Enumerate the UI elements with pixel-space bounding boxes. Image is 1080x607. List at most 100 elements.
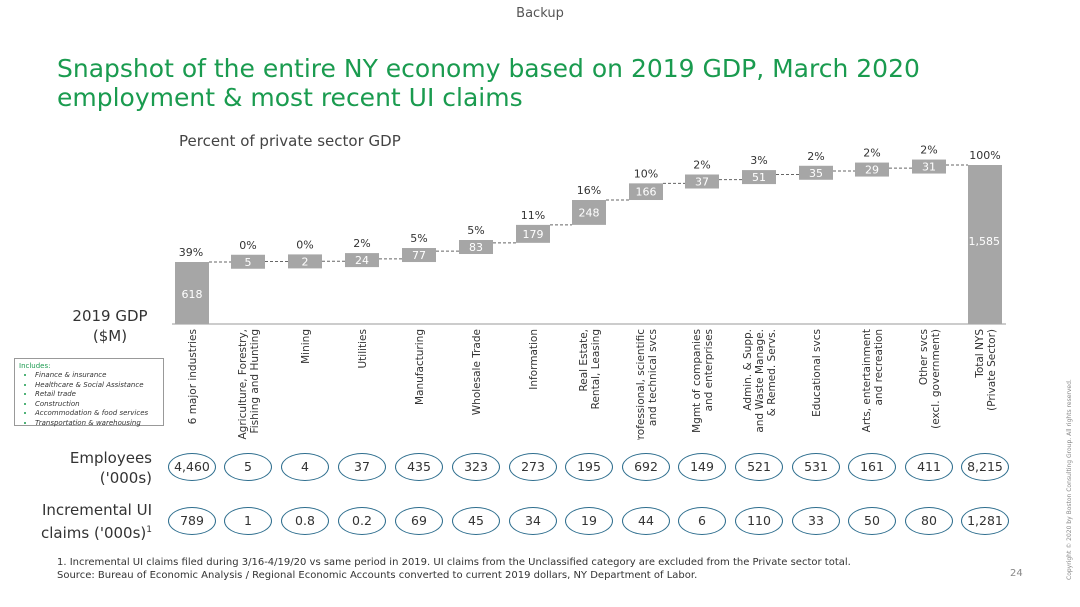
employees-value: 195 (565, 453, 613, 481)
bar-percent-label: 5% (410, 232, 427, 245)
bar (855, 162, 889, 177)
category-label: and Waste Manage. (754, 329, 766, 433)
ui-claims-value: 19 (565, 507, 613, 535)
bar (572, 200, 606, 225)
bar (799, 165, 833, 180)
bar-value-label: 35 (809, 167, 823, 180)
bar-percent-label: 0% (296, 238, 313, 251)
bar (231, 254, 265, 269)
footnote-line1: 1. Incremental UI claims filed during 3/… (57, 557, 851, 568)
footnote-source: Source: Bureau of Economic Analysis / Re… (57, 570, 698, 581)
bar-percent-label: 2% (693, 159, 710, 172)
bar-value-label: 166 (636, 186, 657, 199)
ui-claims-value: 6 (678, 507, 726, 535)
category-label: and enterprises (703, 329, 715, 411)
bar-percent-label: 2% (807, 150, 824, 163)
ui-claims-value: 1,281 (961, 507, 1009, 535)
category-label: Wholesale Trade (471, 329, 483, 415)
bar-percent-label: 16% (577, 184, 601, 197)
category-label: and recreation (873, 329, 885, 406)
bar-value-label: 1,585 (969, 235, 1001, 248)
employees-value: 149 (678, 453, 726, 481)
category-label: Utilities (357, 329, 369, 369)
copyright-notice: Copyright © 2020 by Boston Consulting Gr… (1066, 379, 1073, 580)
bar-value-label: 618 (182, 288, 203, 301)
bar (345, 253, 379, 268)
bar-value-label: 31 (922, 161, 936, 174)
y-axis-label-line2: ($M) (92, 327, 128, 345)
category-label: Total NYS (974, 329, 986, 379)
ui-claims-value: 50 (848, 507, 896, 535)
bar-value-label: 2 (302, 255, 309, 268)
category-label: Admin. & Supp. (742, 329, 754, 411)
waterfall-chart: 618 39% 5 0% 2 0% 24 2% 77 5% 83 5% 179 11% 248 16% 166 1… (172, 144, 1006, 440)
category-label: Arts, entertainment (861, 329, 873, 432)
bar-value-label: 83 (469, 241, 483, 254)
employees-value: 4 (281, 453, 329, 481)
includes-box: Includes: Finance & insuranceHealthcare … (14, 358, 164, 428)
employees-value: 435 (395, 453, 443, 481)
bar (912, 159, 946, 174)
bar (288, 254, 322, 269)
bar (459, 240, 493, 255)
employees-value: 411 (905, 453, 953, 481)
category-label: and technical svcs (647, 329, 659, 426)
bar-percent-label: 3% (750, 154, 767, 167)
bar (175, 262, 209, 324)
ui-claims-value: 789 (168, 507, 216, 535)
bar-percent-label: 10% (634, 167, 658, 180)
ui-claims-value: 110 (735, 507, 783, 535)
category-label: Information (528, 329, 540, 390)
bar (742, 170, 776, 185)
employees-value: 8,215 (961, 453, 1009, 481)
bar (402, 248, 436, 263)
page-title: Snapshot of the entire NY economy based … (57, 54, 920, 112)
chart-subtitle: Percent of private sector GDP (179, 132, 401, 150)
employees-value: 323 (452, 453, 500, 481)
category-label: Rental, Leasing (590, 329, 602, 409)
ui-claims-value: 80 (905, 507, 953, 535)
includes-item: Accommodation & food services (35, 409, 159, 419)
bar-percent-label: 2% (863, 147, 880, 160)
category-label: 6 major industries (187, 329, 199, 424)
bar-value-label: 24 (355, 254, 369, 267)
bar-percent-label: 100% (969, 149, 1000, 162)
category-label: Real Estate, (578, 329, 590, 392)
ui-claims-label-line2: claims ('000s)1 (40, 520, 152, 543)
bar-value-label: 37 (695, 176, 709, 189)
category-label: Professional, scientific (635, 329, 647, 440)
bar-percent-label: 39% (179, 246, 203, 259)
category-label: Educational svcs (811, 329, 823, 417)
employees-label-line2: ('000s) (99, 469, 152, 487)
bar (629, 183, 663, 201)
page-number: 24 (1010, 568, 1023, 579)
bar-value-label: 248 (579, 206, 600, 219)
ui-claims-value: 0.8 (281, 507, 329, 535)
ui-claims-value: 45 (452, 507, 500, 535)
includes-list: Finance & insuranceHealthcare & Social A… (19, 371, 159, 428)
footnote: 1. Incremental UI claims filed during 3/… (57, 556, 851, 582)
category-label: Fishing and Hunting (249, 329, 261, 434)
ui-claims-label-text: claims ('000s) (41, 524, 147, 542)
category-label: Manufacturing (414, 329, 426, 405)
bar (516, 224, 550, 243)
category-label: (excl. government) (930, 329, 942, 429)
ui-claims-label-line1: Incremental UI (41, 501, 152, 519)
backup-label: Backup (516, 6, 564, 21)
category-label: Mining (300, 329, 312, 364)
category-label: Other svcs (918, 329, 930, 385)
bar (968, 165, 1002, 324)
ui-claims-value: 34 (509, 507, 557, 535)
employees-value: 161 (848, 453, 896, 481)
employees-value: 273 (509, 453, 557, 481)
bar (685, 174, 719, 189)
employees-value: 37 (338, 453, 386, 481)
bar-percent-label: 5% (467, 224, 484, 237)
category-label: Agriculture, Forestry, (237, 329, 249, 440)
ui-claims-value: 33 (792, 507, 840, 535)
employees-value: 521 (735, 453, 783, 481)
ui-claims-label: Incremental UI claims ('000s)1 (40, 500, 152, 543)
bar-value-label: 51 (752, 171, 766, 184)
includes-item: Construction (35, 400, 159, 410)
bar-percent-label: 0% (239, 239, 256, 252)
